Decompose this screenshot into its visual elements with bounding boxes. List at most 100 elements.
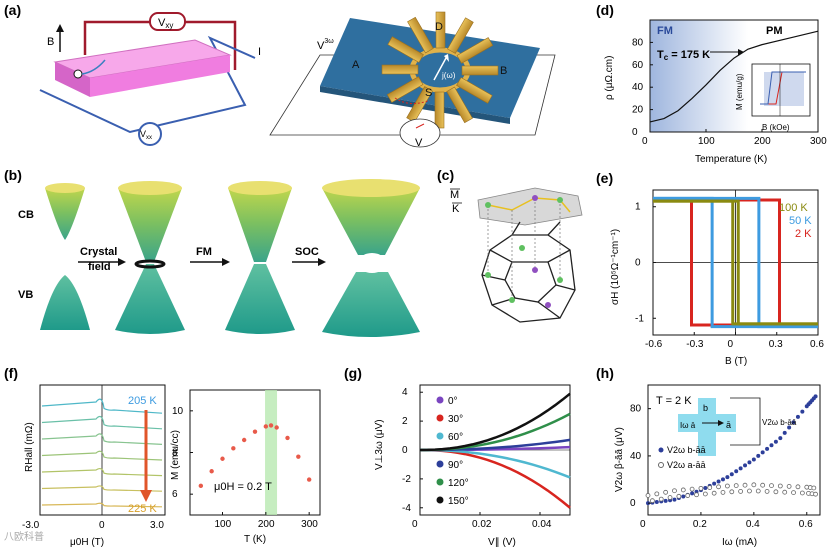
d-inset-loop-b xyxy=(760,71,806,105)
band-3-top xyxy=(228,181,292,195)
y-tick-label: 0 xyxy=(630,498,636,509)
vxy-meter xyxy=(149,12,186,31)
e-loop-up-1 xyxy=(653,196,818,329)
h-point-b xyxy=(795,414,800,419)
tc-arrowhead xyxy=(738,49,744,55)
h-point-a xyxy=(711,490,717,496)
f-ylabel: RHall (mΩ) xyxy=(24,422,35,472)
f-xlabel: μ0H (T) xyxy=(70,537,104,547)
f2-axes-frame xyxy=(189,389,321,516)
y-tick-label: -4 xyxy=(402,503,411,514)
x-tick-label: 0 xyxy=(412,519,418,530)
h-point-b xyxy=(778,436,783,441)
h-legend-marker-2 xyxy=(658,462,664,468)
f2-point xyxy=(263,424,269,429)
band-3-upper xyxy=(228,184,292,262)
x-tick-label: 300 xyxy=(810,136,827,147)
g-ticks: 0 0.02 0.04 -4 -2 0 2 4 xyxy=(402,387,552,530)
h-legend-2: V2ω a-āā xyxy=(667,460,706,470)
vxy-wire-left xyxy=(83,20,150,55)
pm-region-label: PM xyxy=(766,25,783,37)
gold-electrodes xyxy=(381,11,499,129)
y-tick-label: 80 xyxy=(632,37,644,48)
h-point-a xyxy=(764,489,770,494)
f-hall-trace-2 xyxy=(41,433,163,445)
h-point-b xyxy=(734,469,739,474)
arrow-fm-head xyxy=(222,258,230,266)
f2-point xyxy=(241,437,247,443)
h-point-a xyxy=(795,484,801,490)
e-loops xyxy=(653,190,818,335)
panel-g-label: (g) xyxy=(344,365,362,381)
f2-point xyxy=(198,483,204,489)
x-tick-label: 0.2 xyxy=(693,519,707,530)
x-tick-label: 0.4 xyxy=(746,519,760,530)
tc-annotation: Tc = 175 K xyxy=(657,49,710,62)
h-point-b xyxy=(800,409,805,414)
h-point-a xyxy=(650,498,655,504)
h-point-b xyxy=(782,430,787,435)
band-vb-1 xyxy=(40,275,90,330)
vxy-label: Vxy xyxy=(158,17,173,30)
h-point-b xyxy=(716,479,721,484)
sample-bar-side xyxy=(55,62,90,97)
g-legend: 0° 30° 60° 90° 120° 150° xyxy=(436,396,469,507)
panel-d-label: (d) xyxy=(596,2,614,18)
band-4-upper xyxy=(322,183,420,255)
h-point-a xyxy=(694,492,699,498)
sample-bar-front xyxy=(90,55,230,97)
panel-e: (e) -0.6 -0.3 0 0.3 0.6 -1 0 1 100 K 50 K 2 K σ… xyxy=(596,170,824,367)
h-point-a xyxy=(680,487,686,493)
g-legend-marker xyxy=(436,460,444,468)
band-2-lower xyxy=(115,264,185,334)
g-curves xyxy=(419,392,571,509)
g-legend-label: 120° xyxy=(448,478,469,489)
band-cb-1 xyxy=(45,185,85,240)
g-legend-marker xyxy=(436,432,444,440)
f2-point xyxy=(285,435,290,441)
h-point-b xyxy=(791,420,796,425)
k-point-label: K xyxy=(452,203,460,215)
band-2-upper xyxy=(118,184,182,262)
h-point-a xyxy=(751,482,757,488)
d-inset-fill xyxy=(764,72,804,106)
g-legend-label: 60° xyxy=(448,432,463,443)
electron-path xyxy=(81,59,106,75)
d-xlabel: Temperature (K) xyxy=(695,154,767,165)
panel-d: (d) FM PM Tc = 175 K 0 100 200 300 0 20 40 60 80… xyxy=(596,2,827,165)
fm-shading xyxy=(650,20,748,132)
pad-d-label: D xyxy=(435,21,443,33)
e-ticks: -0.6 -0.3 0 0.3 0.6 -1 0 1 xyxy=(635,202,824,350)
panel-a-label: (a) xyxy=(4,2,21,18)
f-axes-frame xyxy=(39,384,166,516)
panel-h: (h) 0 0.2 0.4 0.6 0 40 80 T = 2 K b ā Iω ā V2ω… xyxy=(596,365,821,547)
h-point-b xyxy=(729,472,734,477)
x-tick-label: 100 xyxy=(698,136,715,147)
current-wire xyxy=(39,35,256,134)
h-point-a xyxy=(773,489,779,495)
d-inset-ylabel: M (emu/g) xyxy=(735,73,744,110)
e-legend-50k: 50 K xyxy=(789,215,812,227)
f-hall-trace-1 xyxy=(41,415,163,430)
h-device-sketch xyxy=(678,397,761,456)
x-tick-label: 0 xyxy=(642,136,648,147)
h-point-a xyxy=(698,485,704,491)
h-point-a xyxy=(663,489,669,495)
e-loop-up-0 xyxy=(653,199,818,326)
g-series-5 xyxy=(419,392,571,452)
d-ylabel: ρ (μΩ.cm) xyxy=(604,56,615,100)
h-point-a xyxy=(777,483,783,489)
h-point-a xyxy=(769,483,774,489)
voltmeter-label: V xyxy=(415,137,423,149)
h-point-b xyxy=(712,481,717,486)
current-density-label: j(ω) xyxy=(441,71,456,80)
g-legend-marker xyxy=(436,496,444,504)
x-tick-label: 0.6 xyxy=(810,339,824,350)
f2-xlabel: T (K) xyxy=(244,534,266,545)
bz-points xyxy=(485,195,563,308)
pad-a-label: A xyxy=(352,59,360,71)
soc-arrow-label: SOC xyxy=(295,246,319,258)
y-tick-label: 40 xyxy=(632,82,644,93)
h-box-la: Iω ā xyxy=(680,421,696,430)
band-4-lower xyxy=(322,272,420,337)
